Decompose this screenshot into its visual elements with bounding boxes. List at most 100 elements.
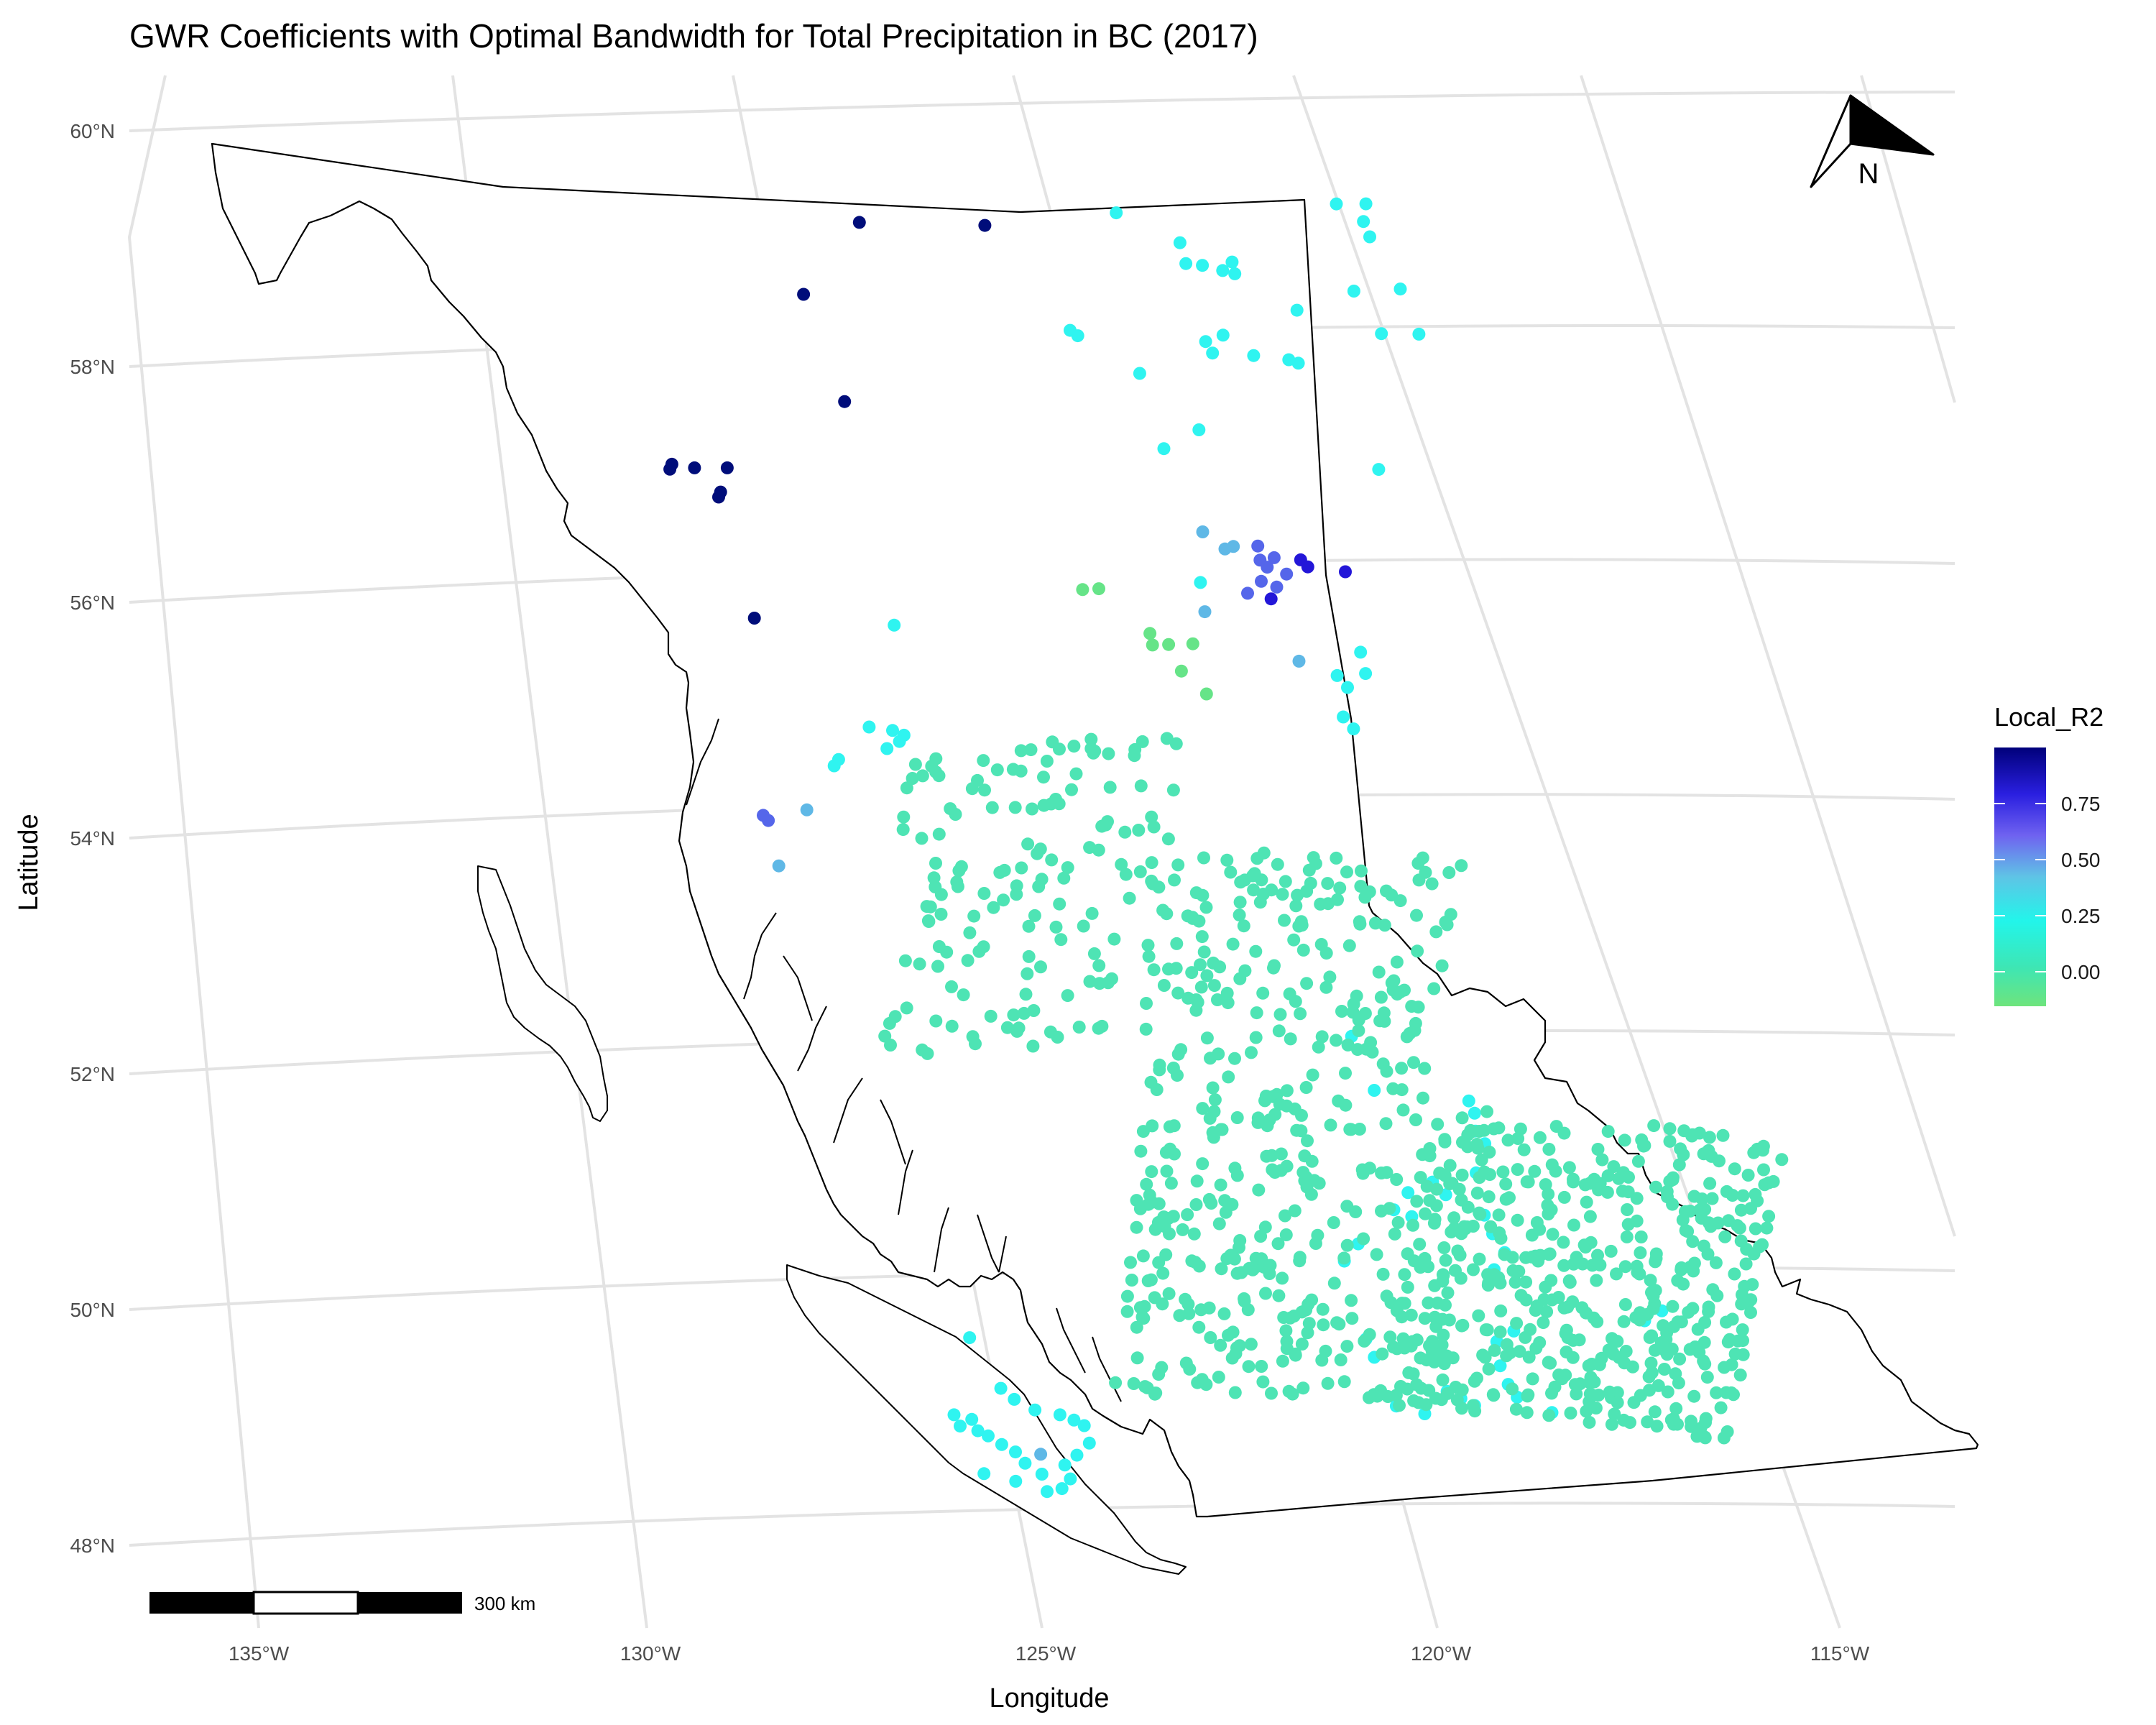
station-point-zero-1-275 (1671, 1315, 1685, 1329)
station-point-zero-0-288 (1278, 914, 1291, 927)
station-point-zero-0-29 (1341, 1038, 1355, 1052)
station-point-zero-0-36 (1233, 972, 1247, 985)
station-point-zero-1-397 (1450, 1393, 1464, 1407)
haida-gwaii (477, 865, 608, 1122)
station-point-zero-1-137 (1513, 1345, 1526, 1358)
station-point-low_mid-38 (893, 735, 906, 748)
station-point-low_mid-53 (1035, 1468, 1049, 1481)
lat-tick-60: 60°N (70, 120, 115, 142)
station-point-zero-0-258 (1279, 1228, 1293, 1241)
station-point-zero-1-306 (1545, 1386, 1558, 1400)
station-point-zero-0-369 (1125, 1274, 1138, 1287)
legend-label-0.25: 0.25 (2061, 905, 2101, 927)
station-point-zero-1-455 (1590, 1274, 1603, 1287)
station-point-zero-1-92 (1605, 1417, 1618, 1431)
station-point-zero-1-118 (1618, 1133, 1631, 1147)
station-point-zero-2-3 (908, 758, 922, 771)
station-point-zero-1-402 (1611, 1396, 1624, 1409)
station-point-zero-0-199 (1211, 993, 1224, 1006)
station-point-mid_high-6 (1270, 580, 1284, 594)
station-point-zero-0-335 (1194, 1303, 1208, 1317)
station-point-zero-2-50 (1069, 767, 1083, 781)
lat-tick-48: 48°N (70, 1535, 115, 1557)
station-point-zero-2-19 (1119, 868, 1133, 881)
station-point-mid_high-5 (1280, 567, 1294, 581)
station-point-zero-0-256 (1250, 1006, 1263, 1020)
station-point-zero-0-178 (1124, 1256, 1137, 1269)
station-point-zero-0-318 (1376, 1347, 1389, 1361)
station-point-zero-0-159 (1276, 1271, 1289, 1285)
station-point-low_mid-20 (1206, 346, 1220, 360)
station-point-zero-2-27 (929, 1014, 943, 1028)
station-point-low_mid-17 (1282, 353, 1296, 367)
station-point-zero-2-123 (883, 1016, 896, 1030)
vancouver-island (786, 1264, 1187, 1575)
station-point-zero-0-217 (1306, 1068, 1319, 1082)
station-point-zero-0-382 (1189, 1198, 1203, 1211)
station-point-zero-0-304 (1286, 1387, 1299, 1401)
station-point-zero-0-244 (1300, 977, 1314, 990)
station-point-zero-1-332 (1685, 1420, 1698, 1433)
station-point-low_mid-19 (1216, 328, 1230, 342)
station-point-zero-1-517 (1445, 1177, 1459, 1190)
station-point-negative-6 (1199, 687, 1213, 701)
station-point-zero-1-492 (1559, 1368, 1572, 1382)
station-point-zero-1-499 (1406, 1335, 1419, 1348)
station-point-zero-2-159 (1010, 888, 1023, 901)
lon-tick-135: 135°W (229, 1642, 290, 1665)
longitude-tick-labels: 135°W 130°W 125°W 120°W 115°W (229, 1642, 1870, 1665)
station-point-zero-1-266 (1607, 1347, 1621, 1361)
station-point-zero-0-174 (1304, 1187, 1318, 1201)
station-point-zero-2-53 (923, 900, 937, 914)
station-point-very_high-9 (712, 490, 725, 504)
station-point-zero-0-337 (1335, 1005, 1348, 1018)
station-point-zero-1-432 (1641, 1415, 1654, 1429)
station-point-zero-0-242 (1296, 1381, 1310, 1395)
station-point-zero-0-119 (1212, 1371, 1225, 1384)
station-point-zero-0-75 (1130, 1351, 1144, 1365)
station-point-zero-0-319 (1334, 1353, 1348, 1366)
station-point-zero-2-8 (1021, 967, 1034, 980)
station-point-low_mid-2 (1196, 259, 1210, 272)
station-point-zero-1-27 (1506, 1382, 1519, 1396)
station-point-zero-1-441 (1726, 1312, 1739, 1326)
station-point-zero-1-215 (1557, 1301, 1571, 1315)
station-point-zero-2-7 (1019, 988, 1033, 1001)
station-point-mid_high-4 (1267, 551, 1281, 564)
station-point-zero-1-307 (1747, 1146, 1761, 1159)
station-point-zero-2-146 (998, 863, 1011, 877)
station-point-zero-1-232 (1735, 1297, 1749, 1311)
station-point-zero-0-400 (1411, 944, 1424, 958)
station-point-zero-0-88 (1330, 851, 1343, 865)
station-point-zero-1-253 (1455, 1193, 1468, 1207)
station-point-zero-0-308 (1295, 1108, 1308, 1122)
station-point-zero-1-62 (1621, 1203, 1634, 1216)
station-point-zero-1-465 (1430, 1341, 1444, 1355)
station-point-zero-2-122 (1031, 847, 1044, 860)
station-point-zero-1-310 (1413, 1238, 1427, 1251)
station-point-zero-0-396 (1344, 1123, 1358, 1136)
station-point-zero-0-311 (1148, 1291, 1161, 1305)
station-point-low_mid-1 (1173, 236, 1187, 249)
station-point-zero-0-387 (1182, 1307, 1196, 1320)
station-point-zero-1-495 (1517, 1143, 1531, 1156)
station-point-low_mid-58 (1055, 1482, 1069, 1496)
station-point-zero-1-263 (1557, 1259, 1571, 1272)
station-point-zero-2-102 (1022, 949, 1036, 963)
station-point-zero-2-46 (1007, 1008, 1021, 1022)
station-point-negative-7 (1174, 664, 1188, 678)
station-point-zero-0-254 (1411, 857, 1425, 870)
station-point-zero-0-47 (1197, 851, 1210, 865)
station-point-zero-1-301 (1618, 1298, 1632, 1311)
station-point-low_mid-14 (1347, 285, 1360, 298)
station-point-low_mid-42 (888, 618, 901, 632)
station-point-zero-1-347 (1428, 1279, 1442, 1292)
station-point-zero-0-260 (1393, 985, 1407, 999)
station-point-zero-0-49 (1301, 1134, 1314, 1148)
station-point-zero-1-37 (1410, 1195, 1424, 1208)
station-point-zero-2-92 (1045, 853, 1059, 867)
station-point-low_mid-66 (1008, 1392, 1021, 1406)
station-point-zero-2-18 (1061, 989, 1074, 1003)
station-point-zero-1-214 (1753, 1240, 1766, 1254)
